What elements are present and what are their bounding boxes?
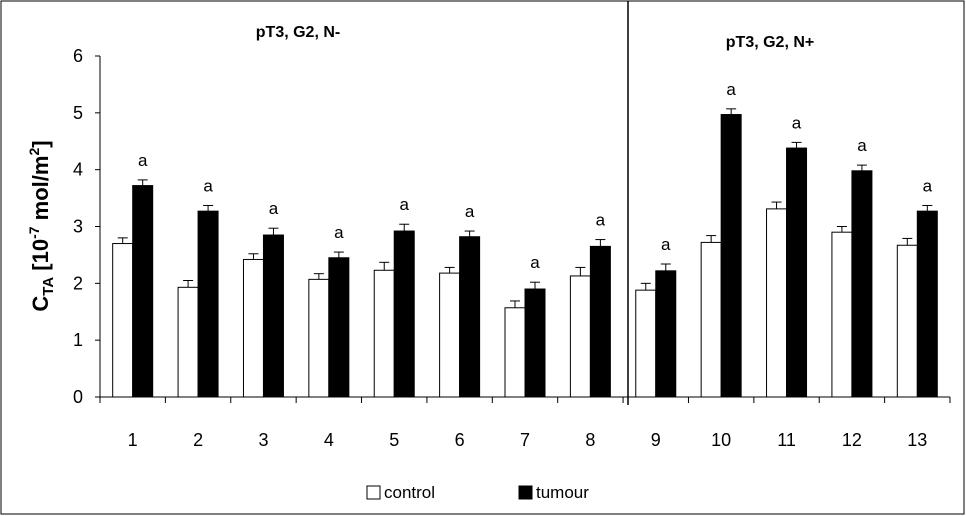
y-tick-label: 2 — [73, 273, 83, 293]
bar-control — [504, 307, 526, 398]
x-tick-label: 2 — [193, 430, 203, 450]
y-tick-label: 4 — [73, 160, 83, 180]
bar-tumour — [589, 245, 611, 398]
bar-tumour — [786, 147, 808, 398]
group-label-left: pT3, G2, N- — [256, 24, 340, 41]
x-tick-label: 12 — [842, 430, 862, 450]
bar-control — [439, 272, 461, 398]
bar-control — [569, 275, 591, 398]
x-tick-label: 13 — [907, 430, 927, 450]
x-tick-label: 7 — [520, 430, 530, 450]
bar-tumour — [655, 270, 677, 398]
y-axis-label-unit: mol/m — [28, 156, 53, 227]
bar-tumour — [262, 234, 284, 398]
bar-control — [831, 231, 853, 398]
significance-label: a — [465, 202, 475, 221]
group-label-right: pT3, G2, N+ — [726, 34, 814, 51]
bar-tumour — [524, 288, 546, 398]
bar-tumour — [459, 236, 481, 398]
y-axis-label-bracket-close: ] — [28, 140, 53, 147]
y-tick-label: 0 — [73, 387, 83, 407]
y-axis-label-main: C — [28, 296, 53, 312]
x-tick-label: 1 — [128, 430, 138, 450]
x-tick-label: 10 — [711, 430, 731, 450]
bar-control — [373, 269, 395, 398]
y-axis-label-exp1: -7 — [26, 226, 42, 239]
bar-control — [112, 243, 134, 398]
bar-tumour — [851, 170, 873, 398]
y-tick-label: 5 — [73, 103, 83, 123]
bar-tumour — [328, 257, 350, 398]
bar-control — [242, 258, 264, 398]
legend-swatch-tumour — [518, 485, 533, 500]
x-tick-label: 8 — [585, 430, 595, 450]
y-tick-label: 6 — [73, 46, 83, 66]
significance-label: a — [203, 176, 213, 195]
legend-swatch-control — [366, 485, 381, 500]
x-tick-label: 6 — [455, 430, 465, 450]
x-tick-label: 5 — [389, 430, 399, 450]
significance-label: a — [596, 211, 606, 230]
bar-tumour — [132, 185, 154, 398]
significance-label: a — [334, 223, 344, 242]
significance-label: a — [138, 151, 148, 170]
bar-control — [308, 278, 330, 398]
x-tick-label: 4 — [324, 430, 334, 450]
bar-tumour — [197, 210, 219, 398]
y-tick-label: 1 — [73, 330, 83, 350]
x-tick-label: 9 — [651, 430, 661, 450]
bar-control — [177, 286, 199, 398]
bar-control — [700, 241, 722, 398]
significance-label: a — [530, 253, 540, 272]
bar-tumour — [916, 210, 938, 398]
y-axis-label: CTA [10-7 mol/m2] — [26, 140, 57, 311]
significance-label: a — [923, 176, 933, 195]
significance-label: a — [857, 136, 867, 155]
significance-label: a — [269, 199, 279, 218]
x-tick-label: 11 — [777, 430, 796, 450]
y-axis-label-exp2: 2 — [26, 148, 42, 156]
legend: control tumour — [366, 483, 589, 502]
bar-tumour — [393, 230, 415, 398]
x-tick-label: 3 — [258, 430, 268, 450]
significance-label: a — [726, 80, 736, 99]
bar-control — [766, 208, 788, 398]
significance-label: a — [661, 235, 671, 254]
bar-tumour — [720, 114, 742, 398]
y-axis-label-bracket-open: [10 — [28, 239, 53, 277]
significance-label: a — [792, 113, 802, 132]
y-axis-label-sub: TA — [40, 277, 57, 296]
bar-control — [635, 289, 657, 398]
legend-label-tumour: tumour — [536, 483, 589, 502]
significance-label: a — [399, 195, 409, 214]
legend-label-control: control — [384, 483, 435, 502]
bar-control — [896, 244, 918, 398]
y-tick-label: 3 — [73, 217, 83, 237]
